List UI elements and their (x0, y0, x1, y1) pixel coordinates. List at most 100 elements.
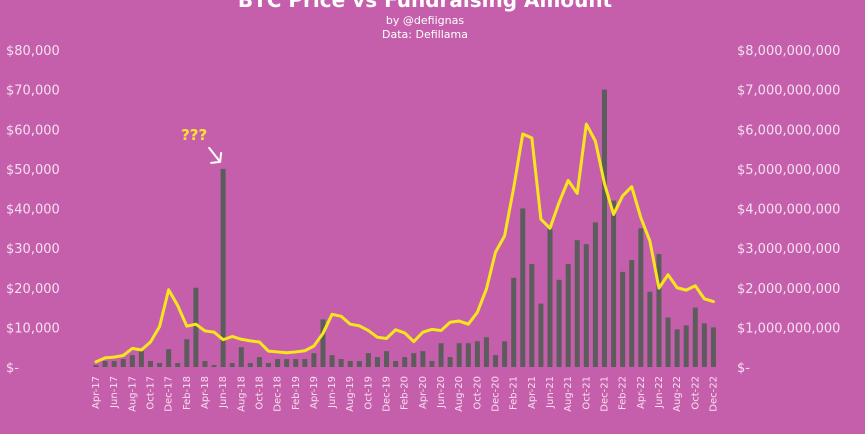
x-tick-label: Dec-21 (599, 376, 610, 412)
x-tick-label: Apr-22 (636, 376, 647, 409)
x-tick-label: Oct-17 (145, 376, 156, 410)
fundraising-bar (692, 307, 698, 367)
fundraising-bar (710, 327, 716, 368)
annotation-arrow (208, 146, 223, 164)
right-y-tick-label: $7,000,000,000 (737, 84, 840, 99)
fundraising-bar (256, 357, 262, 367)
x-tick-label: Jun-17 (109, 376, 120, 409)
fundraising-bar (611, 200, 617, 367)
x-tick-label: Apr-18 (200, 376, 211, 409)
fundraising-bar (365, 353, 371, 367)
right-y-axis: $- $1,000,000,000 $2,000,000,000 $3,000,000… (737, 44, 840, 376)
x-tick-label: Jun-21 (545, 376, 556, 409)
left-y-tick-label: $70,000 (6, 84, 60, 99)
fundraising-bar (275, 359, 281, 367)
fundraising-bar (384, 351, 390, 367)
fundraising-bar (166, 349, 172, 367)
fundraising-bar (93, 365, 99, 367)
x-tick-label: Aug-19 (345, 376, 356, 412)
chart-title: BTC Price vs Fundraising Amount (238, 0, 613, 12)
x-tick-label: Oct-21 (581, 376, 592, 410)
right-y-tick-label: $- (737, 361, 750, 376)
fundraising-bar (502, 341, 508, 367)
x-tick-label: Jun-22 (654, 376, 665, 409)
x-tick-label: Apr-17 (91, 376, 102, 409)
x-tick-label: Oct-18 (254, 376, 265, 410)
left-y-tick-label: $40,000 (6, 203, 60, 218)
x-tick-label: Aug-22 (672, 376, 683, 412)
right-y-tick-label: $4,000,000,000 (737, 203, 840, 218)
fundraising-bar (266, 363, 272, 367)
right-y-tick-label: $5,000,000,000 (737, 163, 840, 178)
fundraising-bar (374, 357, 380, 367)
fundraising-bar (220, 168, 226, 368)
x-tick-label: Dec-19 (382, 376, 393, 412)
fundraising-bar (175, 363, 181, 367)
left-y-tick-label: $- (6, 361, 19, 376)
x-tick-label: Oct-19 (363, 376, 374, 410)
fundraising-bar (438, 343, 444, 367)
fundraising-bar (102, 361, 108, 367)
fundraising-bar (247, 363, 253, 367)
x-tick-label: Apr-20 (418, 376, 429, 409)
fundraising-bar (238, 347, 244, 367)
fundraising-bar (474, 341, 480, 367)
fundraising-bar (656, 254, 662, 367)
fundraising-bar (592, 222, 598, 367)
right-y-tick-label: $8,000,000,000 (737, 44, 840, 59)
right-y-tick-label: $3,000,000,000 (737, 242, 840, 257)
fundraising-bar (538, 303, 544, 367)
fundraising-bar (638, 228, 644, 367)
fundraising-bar (601, 89, 607, 368)
fundraising-bar (547, 228, 553, 367)
fundraising-bar (583, 244, 589, 367)
x-tick-label: Oct-22 (690, 376, 701, 410)
left-y-tick-label: $20,000 (6, 282, 60, 297)
fundraising-bar (211, 365, 217, 367)
fundraising-bar (493, 355, 499, 367)
x-tick-label: Dec-18 (273, 376, 284, 412)
right-y-tick-label: $2,000,000,000 (737, 282, 840, 297)
fundraising-bar (483, 337, 489, 367)
fundraising-bar (329, 355, 335, 367)
x-axis: Apr-17 Jun-17 Aug-17 Oct-17 Dec-17 Feb-18 Apr-… (91, 376, 719, 412)
x-tick-label: Jun-18 (218, 376, 229, 409)
fundraising-bar (447, 357, 453, 367)
fundraising-bar (665, 317, 671, 367)
x-tick-label: Dec-17 (164, 376, 175, 412)
fundraising-bar (647, 291, 653, 367)
left-y-tick-label: $10,000 (6, 321, 60, 336)
fundraising-bar (411, 353, 417, 367)
x-tick-label: Feb-22 (618, 376, 629, 410)
fundraising-bar (674, 329, 680, 367)
x-tick-label: Aug-18 (236, 376, 247, 412)
fundraising-bar (574, 240, 580, 367)
left-y-tick-label: $80,000 (6, 44, 60, 59)
fundraising-bar (520, 208, 526, 367)
chart-subtitle: by @defiignas (386, 14, 464, 27)
fundraising-bar (465, 343, 471, 367)
x-tick-label: Feb-20 (400, 376, 411, 410)
fundraising-bar (393, 361, 399, 367)
fundraising-bar (429, 361, 435, 367)
fundraising-bar (320, 319, 326, 367)
fundraising-bar (701, 323, 707, 367)
btc-price-line (94, 122, 715, 364)
left-y-tick-label: $50,000 (6, 163, 60, 178)
x-tick-label: Dec-22 (708, 376, 719, 412)
fundraising-bar (129, 355, 135, 367)
x-tick-label: Jun-20 (436, 376, 447, 409)
x-tick-label: Feb-18 (182, 376, 193, 410)
chart-source: Data: Defillama (382, 28, 468, 41)
x-tick-label: Aug-20 (454, 376, 465, 412)
fundraising-bar (456, 343, 462, 367)
fundraising-bar (511, 277, 517, 367)
fundraising-bar (138, 351, 144, 367)
fundraising-bar (420, 351, 426, 367)
fundraising-bar (683, 325, 689, 367)
x-tick-label: Oct-20 (472, 376, 483, 410)
x-tick-label: Jun-19 (327, 376, 338, 409)
x-tick-label: Apr-21 (527, 376, 538, 409)
